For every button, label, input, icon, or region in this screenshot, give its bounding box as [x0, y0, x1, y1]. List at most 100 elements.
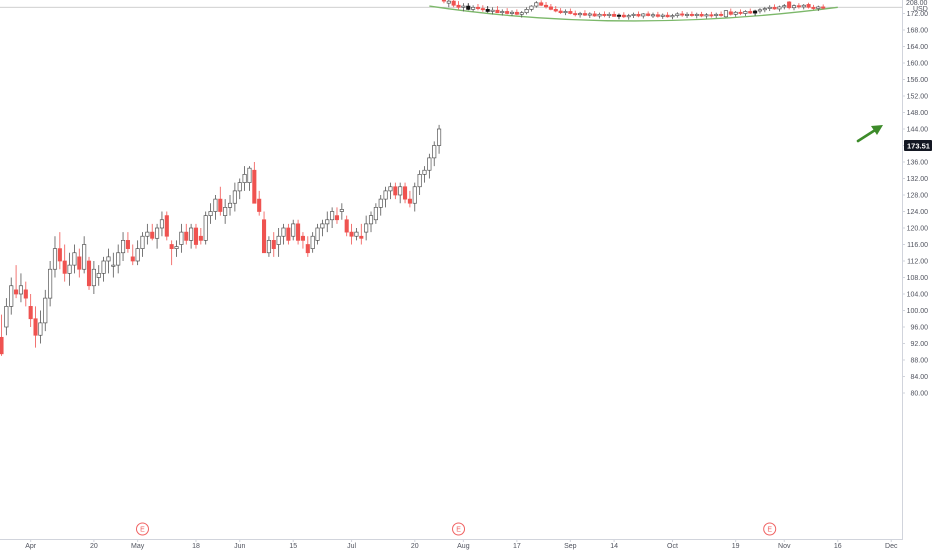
candle[interactable]: [398, 182, 403, 204]
candle[interactable]: [150, 223, 155, 241]
candle[interactable]: [189, 223, 194, 249]
candle[interactable]: [349, 223, 354, 245]
candle[interactable]: [441, 0, 446, 4]
candle[interactable]: [286, 223, 291, 245]
candle[interactable]: [466, 3, 471, 11]
candle[interactable]: [67, 252, 72, 286]
candle[interactable]: [500, 9, 505, 16]
candle[interactable]: [402, 182, 408, 204]
candle[interactable]: [446, 0, 451, 8]
candle[interactable]: [757, 8, 763, 14]
candle[interactable]: [106, 248, 111, 274]
candle[interactable]: [791, 4, 797, 11]
earnings-icon[interactable]: E: [763, 522, 777, 536]
candle[interactable]: [592, 11, 597, 17]
candle[interactable]: [145, 223, 150, 245]
up-arrow-icon[interactable]: [856, 125, 883, 143]
candle[interactable]: [675, 12, 680, 18]
candle[interactable]: [422, 166, 427, 183]
candle[interactable]: [257, 190, 262, 216]
candle[interactable]: [291, 219, 296, 241]
candle[interactable]: [699, 11, 704, 18]
candle[interactable]: [495, 6, 500, 14]
price-axis[interactable]: 208.00 USD 80.00 84.00 88.00 92.00 96.00 100.…: [902, 0, 928, 540]
candle[interactable]: [582, 10, 587, 16]
candle[interactable]: [383, 186, 388, 208]
candle[interactable]: [82, 236, 87, 274]
candle[interactable]: [602, 11, 607, 18]
candle[interactable]: [193, 223, 199, 249]
candle[interactable]: [91, 261, 96, 294]
candle[interactable]: [777, 5, 782, 12]
candle[interactable]: [271, 232, 276, 257]
candle[interactable]: [101, 256, 106, 282]
candle[interactable]: [821, 4, 826, 10]
candle[interactable]: [816, 5, 821, 12]
candle[interactable]: [787, 1, 792, 10]
candle[interactable]: [796, 3, 801, 9]
candle[interactable]: [18, 273, 23, 303]
candle[interactable]: [344, 215, 349, 237]
candle[interactable]: [223, 199, 228, 224]
candle[interactable]: [266, 236, 271, 257]
candle[interactable]: [451, 0, 456, 8]
candle[interactable]: [539, 0, 544, 7]
candle[interactable]: [208, 203, 213, 224]
candle[interactable]: [378, 195, 383, 216]
candle[interactable]: [509, 10, 515, 16]
candle[interactable]: [364, 215, 369, 241]
candle[interactable]: [62, 244, 67, 282]
candle[interactable]: [155, 223, 160, 249]
candle[interactable]: [626, 13, 631, 20]
candle[interactable]: [529, 5, 534, 12]
candle[interactable]: [704, 13, 709, 19]
candle[interactable]: [48, 261, 53, 307]
candle[interactable]: [806, 2, 811, 9]
candle[interactable]: [772, 4, 777, 10]
candle[interactable]: [296, 219, 301, 245]
candle[interactable]: [330, 207, 335, 228]
candle[interactable]: [52, 236, 58, 278]
candle[interactable]: [631, 12, 636, 19]
candle[interactable]: [573, 10, 578, 17]
candle[interactable]: [125, 232, 130, 253]
candle[interactable]: [242, 166, 247, 191]
candle[interactable]: [553, 6, 558, 13]
candle[interactable]: [315, 223, 320, 245]
candle[interactable]: [587, 12, 592, 19]
candle[interactable]: [558, 8, 563, 14]
candle[interactable]: [753, 9, 758, 16]
candle[interactable]: [738, 9, 743, 16]
candle[interactable]: [38, 310, 43, 344]
candle[interactable]: [247, 166, 252, 191]
candle[interactable]: [169, 240, 174, 266]
candle[interactable]: [427, 153, 432, 179]
candle[interactable]: [412, 182, 417, 212]
candle[interactable]: [733, 11, 738, 17]
candle[interactable]: [393, 182, 398, 200]
candle[interactable]: [96, 265, 101, 286]
candle[interactable]: [801, 4, 806, 10]
candle[interactable]: [4, 298, 9, 336]
candle[interactable]: [300, 232, 305, 249]
candle[interactable]: [660, 13, 665, 19]
candle[interactable]: [86, 256, 92, 290]
candle[interactable]: [568, 8, 573, 15]
candle[interactable]: [368, 211, 374, 233]
candle[interactable]: [524, 7, 529, 15]
candle[interactable]: [72, 244, 77, 274]
candle[interactable]: [514, 9, 519, 16]
candle[interactable]: [650, 12, 656, 19]
candle[interactable]: [334, 207, 340, 224]
candle[interactable]: [359, 223, 364, 245]
earnings-icon[interactable]: E: [452, 522, 466, 536]
candle[interactable]: [0, 314, 4, 356]
candle[interactable]: [130, 244, 135, 266]
candle[interactable]: [227, 195, 233, 216]
candle[interactable]: [164, 211, 169, 241]
candle[interactable]: [213, 195, 218, 220]
candle[interactable]: [305, 236, 310, 257]
candle[interactable]: [543, 1, 549, 9]
candle[interactable]: [135, 240, 140, 266]
